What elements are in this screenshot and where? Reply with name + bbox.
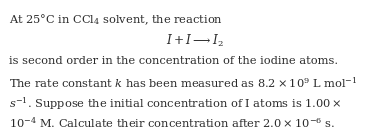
Text: $10^{-4}$ M. Calculate their concentration after $2.0 \times 10^{-6}$ s.: $10^{-4}$ M. Calculate their concentrati… <box>9 116 335 130</box>
Text: $I + I \longrightarrow I_2$: $I + I \longrightarrow I_2$ <box>166 33 224 49</box>
Text: $s^{-1}$. Suppose the initial concentration of I atoms is $1.00 \times$: $s^{-1}$. Suppose the initial concentrat… <box>9 96 342 112</box>
Text: The rate constant $k$ has been measured as $8.2 \times 10^{9}$ L mol$^{-1}$: The rate constant $k$ has been measured … <box>9 76 357 90</box>
Text: is second order in the concentration of the iodine atoms.: is second order in the concentration of … <box>9 56 338 66</box>
Text: At 25°C in $\mathrm{CCl_4}$ solvent, the reaction: At 25°C in $\mathrm{CCl_4}$ solvent, the… <box>9 12 223 27</box>
